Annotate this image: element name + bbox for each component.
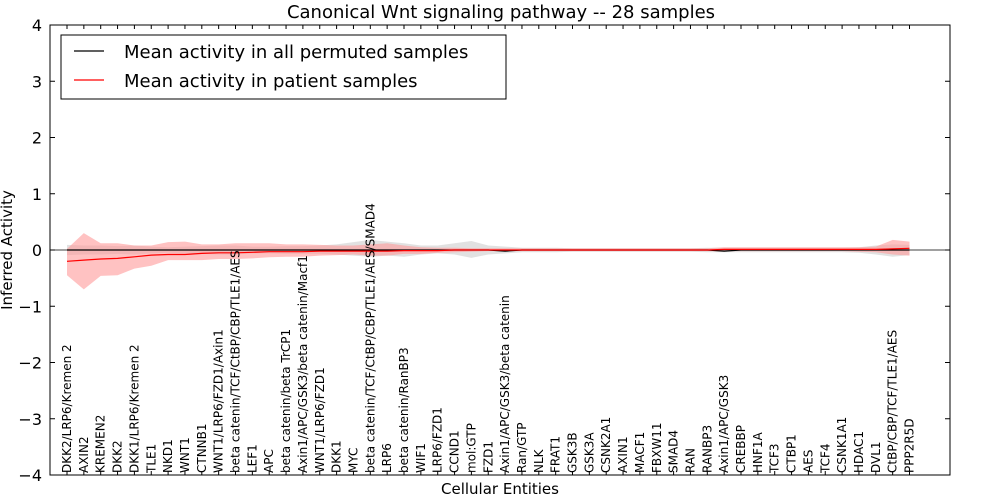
y-tick-label: 1 <box>32 185 42 204</box>
x-tick-label: CSNK2A1 <box>599 417 613 473</box>
x-tick-label: CtBP/CBP/TCF/TLE1/AES <box>886 330 900 473</box>
x-tick-label: DKK2/LRP6/Kremen 2 <box>60 344 74 473</box>
x-tick-label: beta catenin/RanBP3 <box>397 347 411 473</box>
legend-label-permuted: Mean activity in all permuted samples <box>124 42 468 63</box>
x-tick-label: AXIN2 <box>77 436 91 473</box>
x-tick-label: FZD1 <box>481 441 495 473</box>
x-tick-label: TLE1 <box>144 444 158 474</box>
y-tick-label: −4 <box>18 466 42 485</box>
x-tick-label: LRP6/FZD1 <box>431 407 445 473</box>
x-tick-label: GSK3A <box>582 432 596 473</box>
x-tick-label: AXIN1 <box>616 436 630 473</box>
x-tick-label: CSNK1A1 <box>835 417 849 473</box>
x-tick-label: FBXW11 <box>650 423 664 474</box>
x-tick-label: DKK1 <box>330 440 344 473</box>
chart-title: Canonical Wnt signaling pathway -- 28 sa… <box>287 2 715 23</box>
x-tick-label: HDAC1 <box>852 431 866 473</box>
y-tick-label: 4 <box>32 16 42 35</box>
band-patient <box>67 233 910 290</box>
y-tick-label: −2 <box>18 354 42 373</box>
y-tick-label: 3 <box>32 72 42 91</box>
x-tick-label: RAN <box>684 448 698 473</box>
line-patient <box>66 247 910 262</box>
y-axis-label: Inferred Activity <box>0 190 16 310</box>
x-tick-label: FRAT1 <box>549 436 563 473</box>
x-tick-label: KREMEN2 <box>94 415 108 473</box>
x-tick-label: CTNNB1 <box>195 423 209 473</box>
x-tick-label: APC <box>262 449 276 473</box>
x-tick-label: TCF3 <box>768 443 782 474</box>
x-tick-label: LEF1 <box>245 444 259 473</box>
x-tick-label: HNF1A <box>751 431 765 473</box>
x-tick-label: WNT1/LRP6/FZD1/Axin1 <box>212 329 226 473</box>
x-tick-label: AES <box>801 450 815 473</box>
y-tick-label: 2 <box>32 129 42 148</box>
y-tick-label: −3 <box>18 410 42 429</box>
x-tick-label: NLK <box>532 448 546 473</box>
legend: Mean activity in all permuted samples Me… <box>60 34 507 100</box>
x-axis-label: Cellular Entities <box>441 480 559 498</box>
x-tick-label: RANBP3 <box>700 425 714 473</box>
x-tick-label: beta catenin/TCF/CtBP/CBP/TLE1/AES <box>229 250 243 473</box>
x-tick-label: Axin1/APC/GSK3/beta catenin/Macf1 <box>296 255 310 473</box>
x-tick-label: Axin1/APC/GSK3 <box>717 375 731 473</box>
x-tick-label: Axin1/APC/GSK3/beta catenin <box>498 295 512 473</box>
x-tick-label: Ran/GTP <box>515 422 529 473</box>
x-tick-label: DVL1 <box>869 441 883 473</box>
y-tick-label: 0 <box>32 241 42 260</box>
x-tick-label: GSK3B <box>566 432 580 473</box>
x-tick-label: CREBBP <box>734 425 748 473</box>
x-tick-label: SMAD4 <box>667 430 681 473</box>
x-tick-label: MYC <box>347 448 361 473</box>
x-tick-label: LRP6 <box>380 443 394 473</box>
x-tick-label: TCF4 <box>818 443 832 474</box>
x-tick-label: beta catenin/TCF/CtBP/CBP/TLE1/AES/SMAD4 <box>363 203 377 473</box>
x-tick-label: CTBP1 <box>785 434 799 473</box>
x-tick-label: WIF1 <box>414 443 428 473</box>
x-tick-label: MACF1 <box>633 432 647 473</box>
legend-box <box>60 34 507 100</box>
y-tick-label: −1 <box>18 297 42 316</box>
x-tick-label: DKK1/LRP6/Kremen 2 <box>127 344 141 473</box>
x-tick-label: DKK2 <box>111 440 125 473</box>
x-tick-label: CCND1 <box>448 430 462 473</box>
x-tick-label: PPP2R5D <box>903 418 917 473</box>
x-tick-label: WNT1 <box>178 437 192 473</box>
x-tick-label: WNT1/LRP6/FZD1 <box>313 367 327 473</box>
legend-label-patient: Mean activity in patient samples <box>124 71 418 92</box>
x-tick-label: beta catenin/beta TrCP1 <box>279 329 293 473</box>
x-tick-label: NKD1 <box>161 439 175 473</box>
x-tick-label: mol:GTP <box>464 423 478 473</box>
